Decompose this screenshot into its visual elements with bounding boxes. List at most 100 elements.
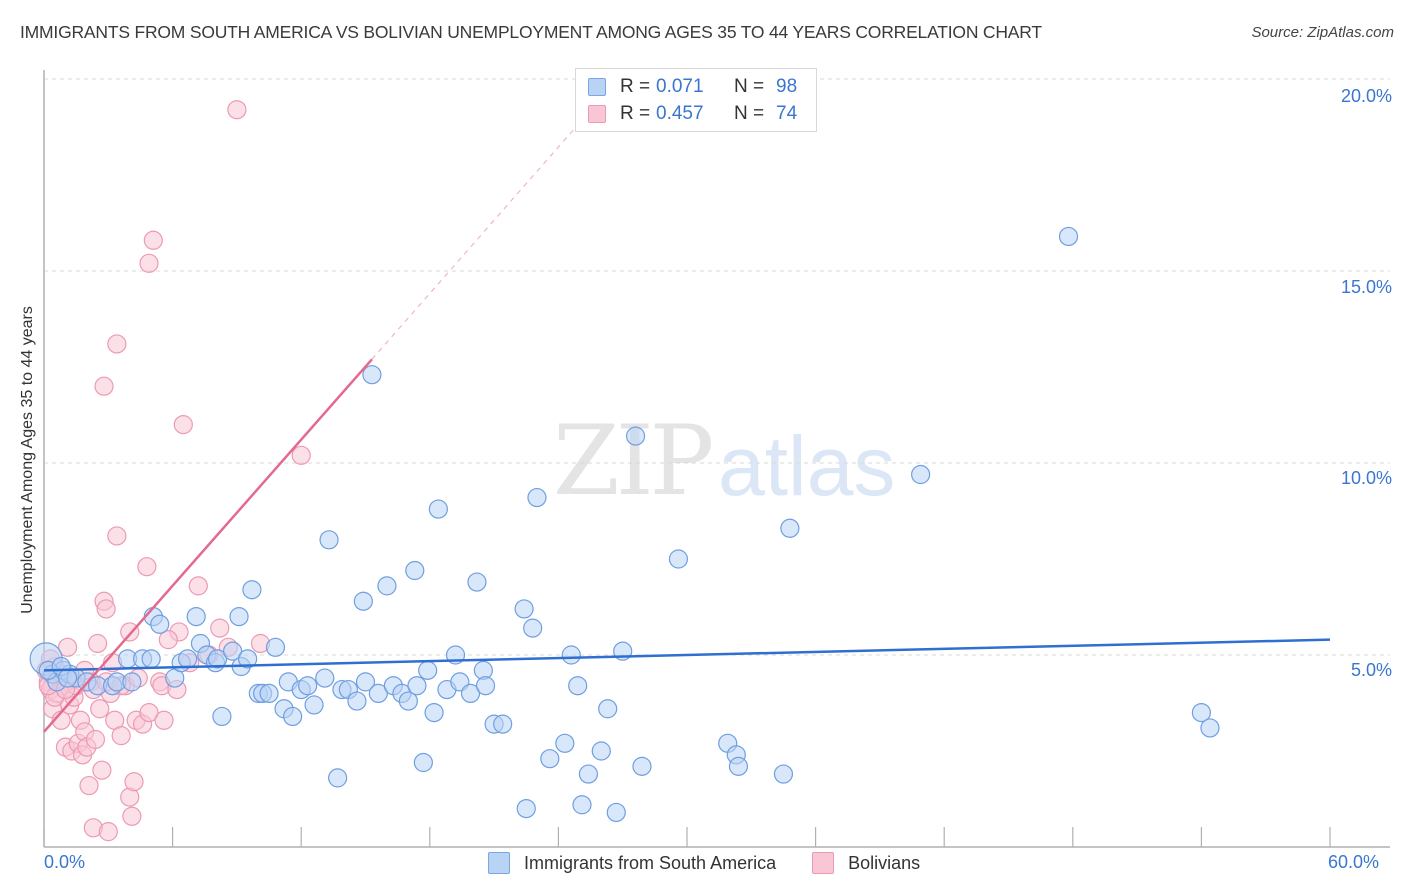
data-point[interactable] <box>98 822 118 842</box>
data-point[interactable] <box>94 376 114 396</box>
data-point[interactable] <box>158 630 178 650</box>
data-point[interactable] <box>178 649 198 669</box>
data-point[interactable] <box>527 487 547 508</box>
data-point[interactable] <box>467 572 487 592</box>
data-point[interactable] <box>1200 718 1220 738</box>
data-point[interactable] <box>143 230 163 250</box>
data-point[interactable] <box>223 641 243 661</box>
n-label: N = <box>734 103 765 124</box>
gridlines <box>44 78 1390 656</box>
data-point[interactable] <box>122 806 142 826</box>
data-point[interactable] <box>514 599 534 619</box>
data-point[interactable] <box>523 618 543 638</box>
data-point[interactable] <box>319 530 339 550</box>
data-point[interactable] <box>460 683 481 704</box>
data-point[interactable] <box>79 775 99 796</box>
data-point[interactable] <box>298 676 318 696</box>
data-point[interactable] <box>137 557 157 577</box>
immigrants-points <box>29 226 1220 823</box>
r-label: R = <box>620 76 651 97</box>
data-point[interactable] <box>368 683 388 704</box>
data-point[interactable] <box>227 100 247 120</box>
data-point[interactable] <box>304 695 324 715</box>
n-value: 74 <box>776 103 798 124</box>
watermark-atlas: atlas <box>718 419 896 513</box>
legend-label: Immigrants from South America <box>524 852 777 873</box>
y-tick-15: 15.0% <box>1340 277 1392 297</box>
r-value: 0.071 <box>656 76 704 97</box>
data-point[interactable] <box>150 614 170 634</box>
data-point[interactable] <box>212 706 232 727</box>
source-label: Source: ZipAtlas.com <box>1251 24 1394 41</box>
legend-label: Bolivians <box>848 852 921 873</box>
data-point[interactable] <box>780 518 800 538</box>
data-point[interactable] <box>377 576 397 596</box>
data-point[interactable] <box>107 334 127 354</box>
data-point[interactable] <box>407 676 427 696</box>
data-point[interactable] <box>911 464 931 485</box>
data-point[interactable] <box>57 668 78 688</box>
data-point[interactable] <box>728 756 749 776</box>
data-point[interactable] <box>598 699 618 719</box>
data-point[interactable] <box>90 699 110 719</box>
data-point[interactable] <box>578 764 599 784</box>
data-point[interactable] <box>606 802 626 823</box>
data-point[interactable] <box>229 606 249 627</box>
data-point[interactable] <box>265 637 286 657</box>
data-point[interactable] <box>242 580 262 600</box>
data-point[interactable] <box>428 499 448 519</box>
data-point[interactable] <box>92 760 112 780</box>
data-point[interactable] <box>124 772 144 792</box>
data-point[interactable] <box>668 549 689 569</box>
data-point[interactable] <box>315 668 335 688</box>
data-point[interactable] <box>1058 226 1079 247</box>
data-point[interactable] <box>591 741 611 761</box>
data-point[interactable] <box>188 576 208 596</box>
data-point[interactable] <box>773 764 794 784</box>
legend-item-immigrants[interactable]: Immigrants from South America <box>488 852 776 874</box>
data-point[interactable] <box>328 768 348 788</box>
data-point[interactable] <box>87 633 108 654</box>
data-point[interactable] <box>398 691 418 711</box>
data-point[interactable] <box>493 714 513 734</box>
data-point[interactable] <box>154 710 174 730</box>
data-point[interactable] <box>632 756 652 776</box>
data-point[interactable] <box>173 415 193 435</box>
data-point[interactable] <box>238 649 258 669</box>
data-point[interactable] <box>572 795 592 815</box>
data-point[interactable] <box>111 726 131 746</box>
data-point[interactable] <box>208 649 228 669</box>
r-value: 0.457 <box>656 103 704 124</box>
data-point[interactable] <box>362 365 382 385</box>
chart-title: IMMIGRANTS FROM SOUTH AMERICA VS BOLIVIA… <box>20 22 1042 42</box>
data-point[interactable] <box>283 706 303 727</box>
data-point[interactable] <box>568 676 588 696</box>
data-point[interactable] <box>107 526 127 546</box>
data-point[interactable] <box>418 660 438 680</box>
data-point[interactable] <box>540 749 560 769</box>
data-point[interactable] <box>353 591 373 611</box>
data-point[interactable] <box>139 702 159 723</box>
legend-item-bolivians[interactable]: Bolivians <box>812 852 920 874</box>
data-point[interactable] <box>96 599 116 619</box>
data-point[interactable] <box>405 560 425 581</box>
data-point[interactable] <box>259 683 279 704</box>
data-point[interactable] <box>210 618 230 638</box>
data-point[interactable] <box>516 798 536 819</box>
data-point[interactable] <box>625 426 646 446</box>
data-point[interactable] <box>355 672 376 692</box>
data-point[interactable] <box>413 752 433 773</box>
data-point[interactable] <box>141 649 161 669</box>
data-point[interactable] <box>85 729 106 750</box>
data-point[interactable] <box>475 676 496 696</box>
data-point[interactable] <box>347 691 367 711</box>
data-point[interactable] <box>57 637 78 657</box>
data-point[interactable] <box>186 606 206 627</box>
data-point[interactable] <box>424 702 444 723</box>
data-point[interactable] <box>555 733 575 753</box>
data-point[interactable] <box>1191 702 1212 723</box>
data-point[interactable] <box>139 253 159 273</box>
data-point[interactable] <box>561 645 581 665</box>
data-point[interactable] <box>122 672 142 692</box>
data-point[interactable] <box>291 445 311 465</box>
